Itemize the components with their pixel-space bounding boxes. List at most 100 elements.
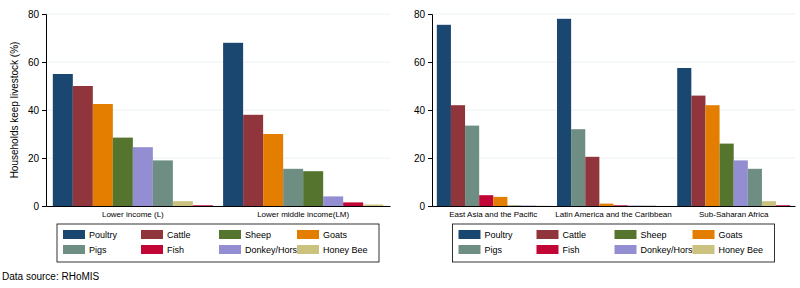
legend-swatch [63,245,85,254]
legend-entry: Fish [537,245,580,255]
y-tick: 20 [28,153,46,164]
bar [705,105,719,206]
bar [656,206,670,207]
x-tick: Lower income (L) [102,206,164,219]
bar [522,205,536,206]
y-tick-mark [42,62,46,63]
bar [628,205,642,206]
y-tick-label: 80 [28,9,40,20]
legend-label: Honey Bee [323,245,368,255]
bar [479,195,493,206]
y-tick-mark [428,206,432,207]
y-tick-label: 0 [33,201,39,212]
legend-swatch [219,245,241,254]
x-axis: East Asia and the PacificLatin America a… [433,206,796,219]
bar [599,204,613,206]
y-tick: 20 [414,153,432,164]
y-axis: 0 20 40 60 80 [28,9,47,212]
legend-entry: Cattle [141,230,191,240]
bar [642,205,656,206]
y-tick: 40 [28,105,46,116]
bar [493,197,507,206]
legend-entry: Pigs [63,245,107,255]
y-axis-line [428,15,433,207]
bar [571,129,585,206]
grid-line [46,62,390,63]
legend-entry: Donkey/Horses [615,245,703,255]
legend-swatch [693,230,715,239]
legend-entry: Pigs [459,245,503,255]
legend-label: Goats [323,230,348,240]
bar [585,157,599,206]
bar [734,160,748,206]
grid-line [432,14,795,15]
y-tick-mark [428,158,432,159]
bar [465,126,479,206]
legend-label: Honey Bee [719,245,764,255]
y-axis: 020406080 [414,9,433,212]
legend-entry: Honey Bee [693,245,764,255]
grid [432,14,795,206]
legend-swatch [141,245,163,254]
x-tick-label: Latin America and the Caribbean [555,210,672,219]
bar [557,19,571,206]
legend-entry: Donkey/Horses [219,245,307,255]
y-tick: 40 [414,105,432,116]
y-tick-mark [428,62,432,63]
y-tick-mark [42,158,46,159]
legend-entry: Goats [693,230,744,240]
y-tick: 0 [419,201,432,212]
legend-swatch [297,230,319,239]
y-tick-label: 20 [414,153,426,164]
bar [223,43,243,206]
bar [343,202,363,206]
y-tick-mark [42,110,46,111]
legend-label: Pigs [89,245,107,255]
legend-label: Poultry [89,230,118,240]
legend-label: Fish [167,245,184,255]
panel: 0 20 40 60 80 Lower income (L) Lower middle in… [9,9,391,262]
legend-box [453,224,775,262]
y-tick-mark [42,14,46,15]
legend-swatch [459,245,481,254]
plot-area [46,14,390,206]
legend-label: Cattle [563,230,587,240]
legend-entry: Sheep [219,230,271,240]
y-tick-mark [42,206,46,207]
legend-swatch [459,230,481,239]
bar [73,86,93,206]
bars [437,19,790,206]
legend-entry: Honey Bee [297,245,368,255]
y-tick-label: 60 [28,57,40,68]
bar [323,196,343,206]
bar [133,147,153,206]
x-tick-label: Lower middle income(LM) [257,210,349,219]
legend-entry: Poultry [459,230,514,240]
panel: 020406080East Asia and the PacificLatin … [414,9,796,262]
bar [53,74,73,206]
legend-label: Poultry [485,230,514,240]
legend-label: Fish [563,245,580,255]
x-axis: Lower income (L) Lower middle income(LM) [47,206,391,219]
bar [283,169,303,206]
legend-swatch [219,230,241,239]
x-tick: Lower middle income(LM) [257,206,349,219]
bar [451,105,465,206]
legend: Poultry Cattle Sheep Goats Pigs Fish Donkey/Ho… [453,224,775,262]
legend-entry: Sheep [615,230,667,240]
legend-swatch [297,245,319,254]
bar [720,144,734,206]
figure: 0 20 40 60 80 Lower income (L) Lower middle in… [0,0,800,288]
legend-entry: Cattle [537,230,587,240]
bar [263,134,283,206]
legend-entry: Fish [141,245,184,255]
y-tick-label: 60 [414,57,426,68]
legend-label: Sheep [641,230,667,240]
x-tick-label: Lower income (L) [102,210,164,219]
grid-line [432,158,795,159]
bar [437,25,451,206]
legend-box [57,224,379,262]
bar [614,205,628,206]
bar [536,205,550,206]
bar [776,205,790,206]
